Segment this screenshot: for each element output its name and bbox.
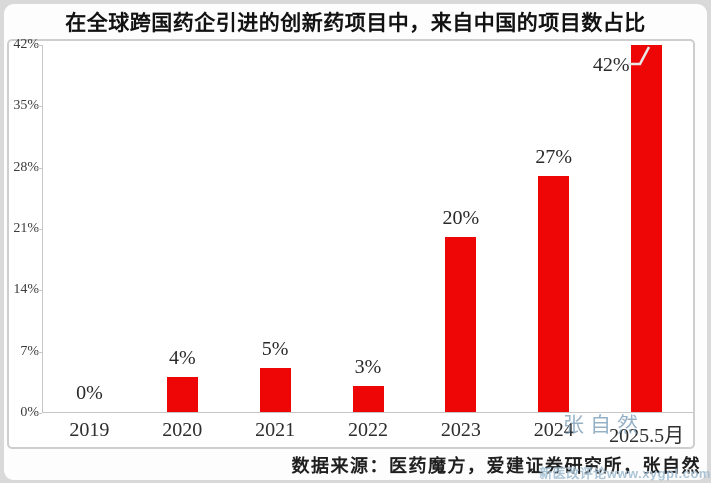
- y-tick-label: 35%: [13, 98, 39, 114]
- bar-column-2022: 3%: [322, 45, 415, 412]
- x-tick-label: 2021: [255, 419, 296, 441]
- x-tick-label: 2022: [348, 419, 388, 441]
- watermark-author: 张自然: [563, 413, 644, 437]
- x-axis-labels: 2019 2020 2021 2022 2023 2024 2025.5月: [43, 419, 693, 448]
- bar-value-label: 20%: [442, 207, 480, 230]
- bar-value-label: 5%: [261, 338, 289, 361]
- bar-value-label: 4%: [168, 347, 196, 369]
- y-axis-line: [42, 45, 43, 413]
- x-tick-label: 2025.5月: [609, 425, 685, 447]
- y-tick-label: 0%: [20, 405, 39, 420]
- y-tick-label: 14%: [13, 282, 39, 298]
- bar-column-2025.5月: 42%: [593, 45, 693, 412]
- bar: [352, 385, 384, 412]
- x-axis-line: [42, 412, 693, 413]
- bar: [631, 45, 663, 412]
- bar-column-2023: 20%: [414, 45, 507, 412]
- bar-value-label: 42%: [592, 54, 630, 76]
- y-tick-mark: [36, 45, 42, 46]
- bar-column-2021: 5%: [229, 45, 322, 412]
- x-tick-label: 2023: [440, 419, 481, 441]
- y-tick-mark: [36, 106, 42, 108]
- bar-value-label: 3%: [354, 355, 382, 378]
- y-tick-mark: [36, 413, 42, 414]
- y-tick-label: 21%: [13, 221, 39, 236]
- y-tick-label: 7%: [20, 343, 39, 359]
- x-tick-label: 2019: [69, 419, 110, 441]
- x-tick-label: 2024: [533, 419, 574, 441]
- chart-area: 42% 35% 28% 21% 14% 7% 0% 0% 4% 5% 3% 20% 27% 42% 20…: [7, 37, 695, 449]
- y-tick-mark: [36, 351, 42, 353]
- plot-area: 0% 4% 5% 3% 20% 27% 42%: [43, 45, 693, 412]
- bar: [259, 368, 291, 412]
- chart-title: 在全球跨国药企引进的创新药项目中，来自中国的项目数占比: [65, 12, 646, 35]
- bar-column-2024: 27%: [507, 45, 600, 412]
- y-tick-mark: [36, 167, 42, 169]
- x-tick-label: 2020: [162, 419, 203, 441]
- source-note: 数据来源：医药魔方，爱建证券研究所，张自然: [291, 456, 701, 476]
- y-tick-label: 28%: [13, 159, 39, 175]
- bar-column-2020: 4%: [136, 45, 229, 412]
- y-tick-mark: [36, 290, 42, 292]
- bar-value-label: 0%: [76, 382, 103, 404]
- bar-value-label: 27%: [535, 146, 573, 169]
- bar: [538, 176, 570, 412]
- y-tick-mark: [36, 229, 42, 230]
- bar-column-2019: 0%: [43, 45, 136, 412]
- bar: [445, 237, 477, 412]
- watermark-site: 新医改评论www.xygpl.com: [539, 466, 711, 481]
- bar: [166, 377, 198, 412]
- y-tick-label: 42%: [13, 37, 39, 52]
